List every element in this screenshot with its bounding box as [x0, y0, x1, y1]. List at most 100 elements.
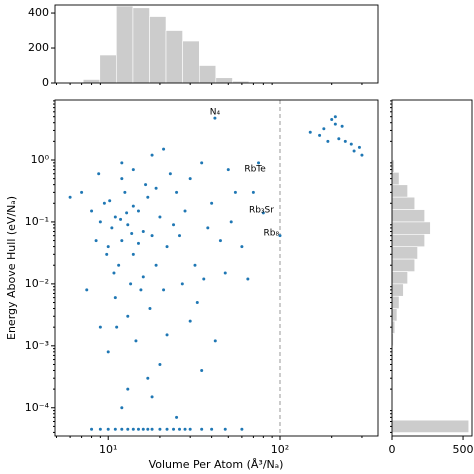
- point: [134, 339, 138, 343]
- point: [106, 350, 110, 354]
- point: [113, 215, 117, 219]
- point: [175, 190, 179, 194]
- point: [343, 139, 347, 143]
- y-tick-label: 10⁻⁴: [25, 401, 50, 414]
- point: [131, 168, 135, 172]
- bar: [391, 295, 400, 309]
- point: [165, 427, 169, 431]
- point: [139, 288, 143, 292]
- point: [146, 195, 150, 199]
- annotation: RbTe: [244, 164, 266, 174]
- point: [85, 288, 89, 292]
- point: [141, 275, 145, 279]
- point: [162, 147, 166, 151]
- point: [126, 314, 130, 318]
- point: [126, 387, 130, 391]
- point: [120, 427, 124, 431]
- point: [90, 209, 94, 213]
- point: [150, 153, 154, 157]
- point: [113, 296, 117, 300]
- y-tick-label: 0: [42, 76, 49, 89]
- point: [119, 217, 123, 221]
- bar: [391, 196, 416, 210]
- point: [200, 368, 204, 372]
- point: [146, 376, 150, 380]
- point: [136, 241, 140, 245]
- point: [98, 427, 102, 431]
- point: [326, 139, 330, 143]
- bar: [391, 172, 400, 186]
- point: [130, 232, 134, 236]
- annotation: Rb₃Sr: [249, 205, 274, 215]
- bar: [215, 77, 233, 84]
- point: [158, 362, 162, 366]
- point: [136, 427, 140, 431]
- point: [188, 427, 192, 431]
- y-tick-label: 200: [28, 41, 49, 54]
- bar: [391, 221, 431, 235]
- point: [318, 133, 322, 137]
- bar: [391, 308, 398, 322]
- bar: [391, 209, 425, 223]
- bar: [391, 184, 408, 198]
- point: [125, 211, 129, 215]
- bar: [182, 40, 200, 84]
- point: [141, 230, 145, 234]
- y-tick-label: 400: [28, 6, 49, 19]
- point: [126, 427, 130, 431]
- point: [251, 190, 255, 194]
- point: [68, 195, 72, 199]
- point: [98, 220, 102, 224]
- bar: [165, 30, 183, 84]
- point: [80, 190, 84, 194]
- point: [223, 427, 227, 431]
- bar: [391, 258, 416, 272]
- bar: [149, 16, 167, 84]
- point: [112, 271, 116, 275]
- point: [195, 301, 199, 305]
- point: [183, 427, 187, 431]
- point: [97, 172, 101, 176]
- point: [146, 427, 150, 431]
- point: [340, 124, 344, 128]
- point: [136, 209, 140, 213]
- point: [229, 220, 233, 224]
- point: [141, 427, 145, 431]
- point: [90, 427, 94, 431]
- point: [337, 137, 341, 141]
- point: [158, 427, 162, 431]
- point: [98, 325, 102, 329]
- point: [162, 288, 166, 292]
- plot-frame: [54, 99, 379, 437]
- point: [117, 263, 121, 267]
- y-tick-label: 10⁻²: [25, 277, 49, 290]
- bar: [391, 283, 404, 297]
- point: [210, 201, 214, 205]
- point: [200, 161, 204, 165]
- point: [172, 223, 176, 227]
- point: [120, 161, 124, 165]
- point: [175, 415, 179, 419]
- point: [206, 226, 210, 230]
- point: [352, 149, 356, 153]
- point: [223, 271, 227, 275]
- point: [226, 168, 230, 172]
- point: [150, 395, 154, 399]
- point: [165, 333, 169, 337]
- point: [357, 145, 361, 149]
- point: [257, 161, 261, 165]
- y-tick-label: 10⁰: [31, 153, 50, 166]
- point: [158, 215, 162, 219]
- point: [94, 239, 98, 243]
- point: [120, 406, 124, 410]
- point: [202, 277, 206, 281]
- plot-frame: [391, 99, 473, 437]
- bar: [391, 419, 470, 433]
- point: [126, 223, 130, 227]
- y-tick-label: 10⁻¹: [25, 215, 49, 228]
- point: [106, 427, 110, 431]
- bar: [82, 79, 101, 84]
- point: [165, 245, 169, 249]
- y-tick-label: 10⁻³: [25, 339, 49, 352]
